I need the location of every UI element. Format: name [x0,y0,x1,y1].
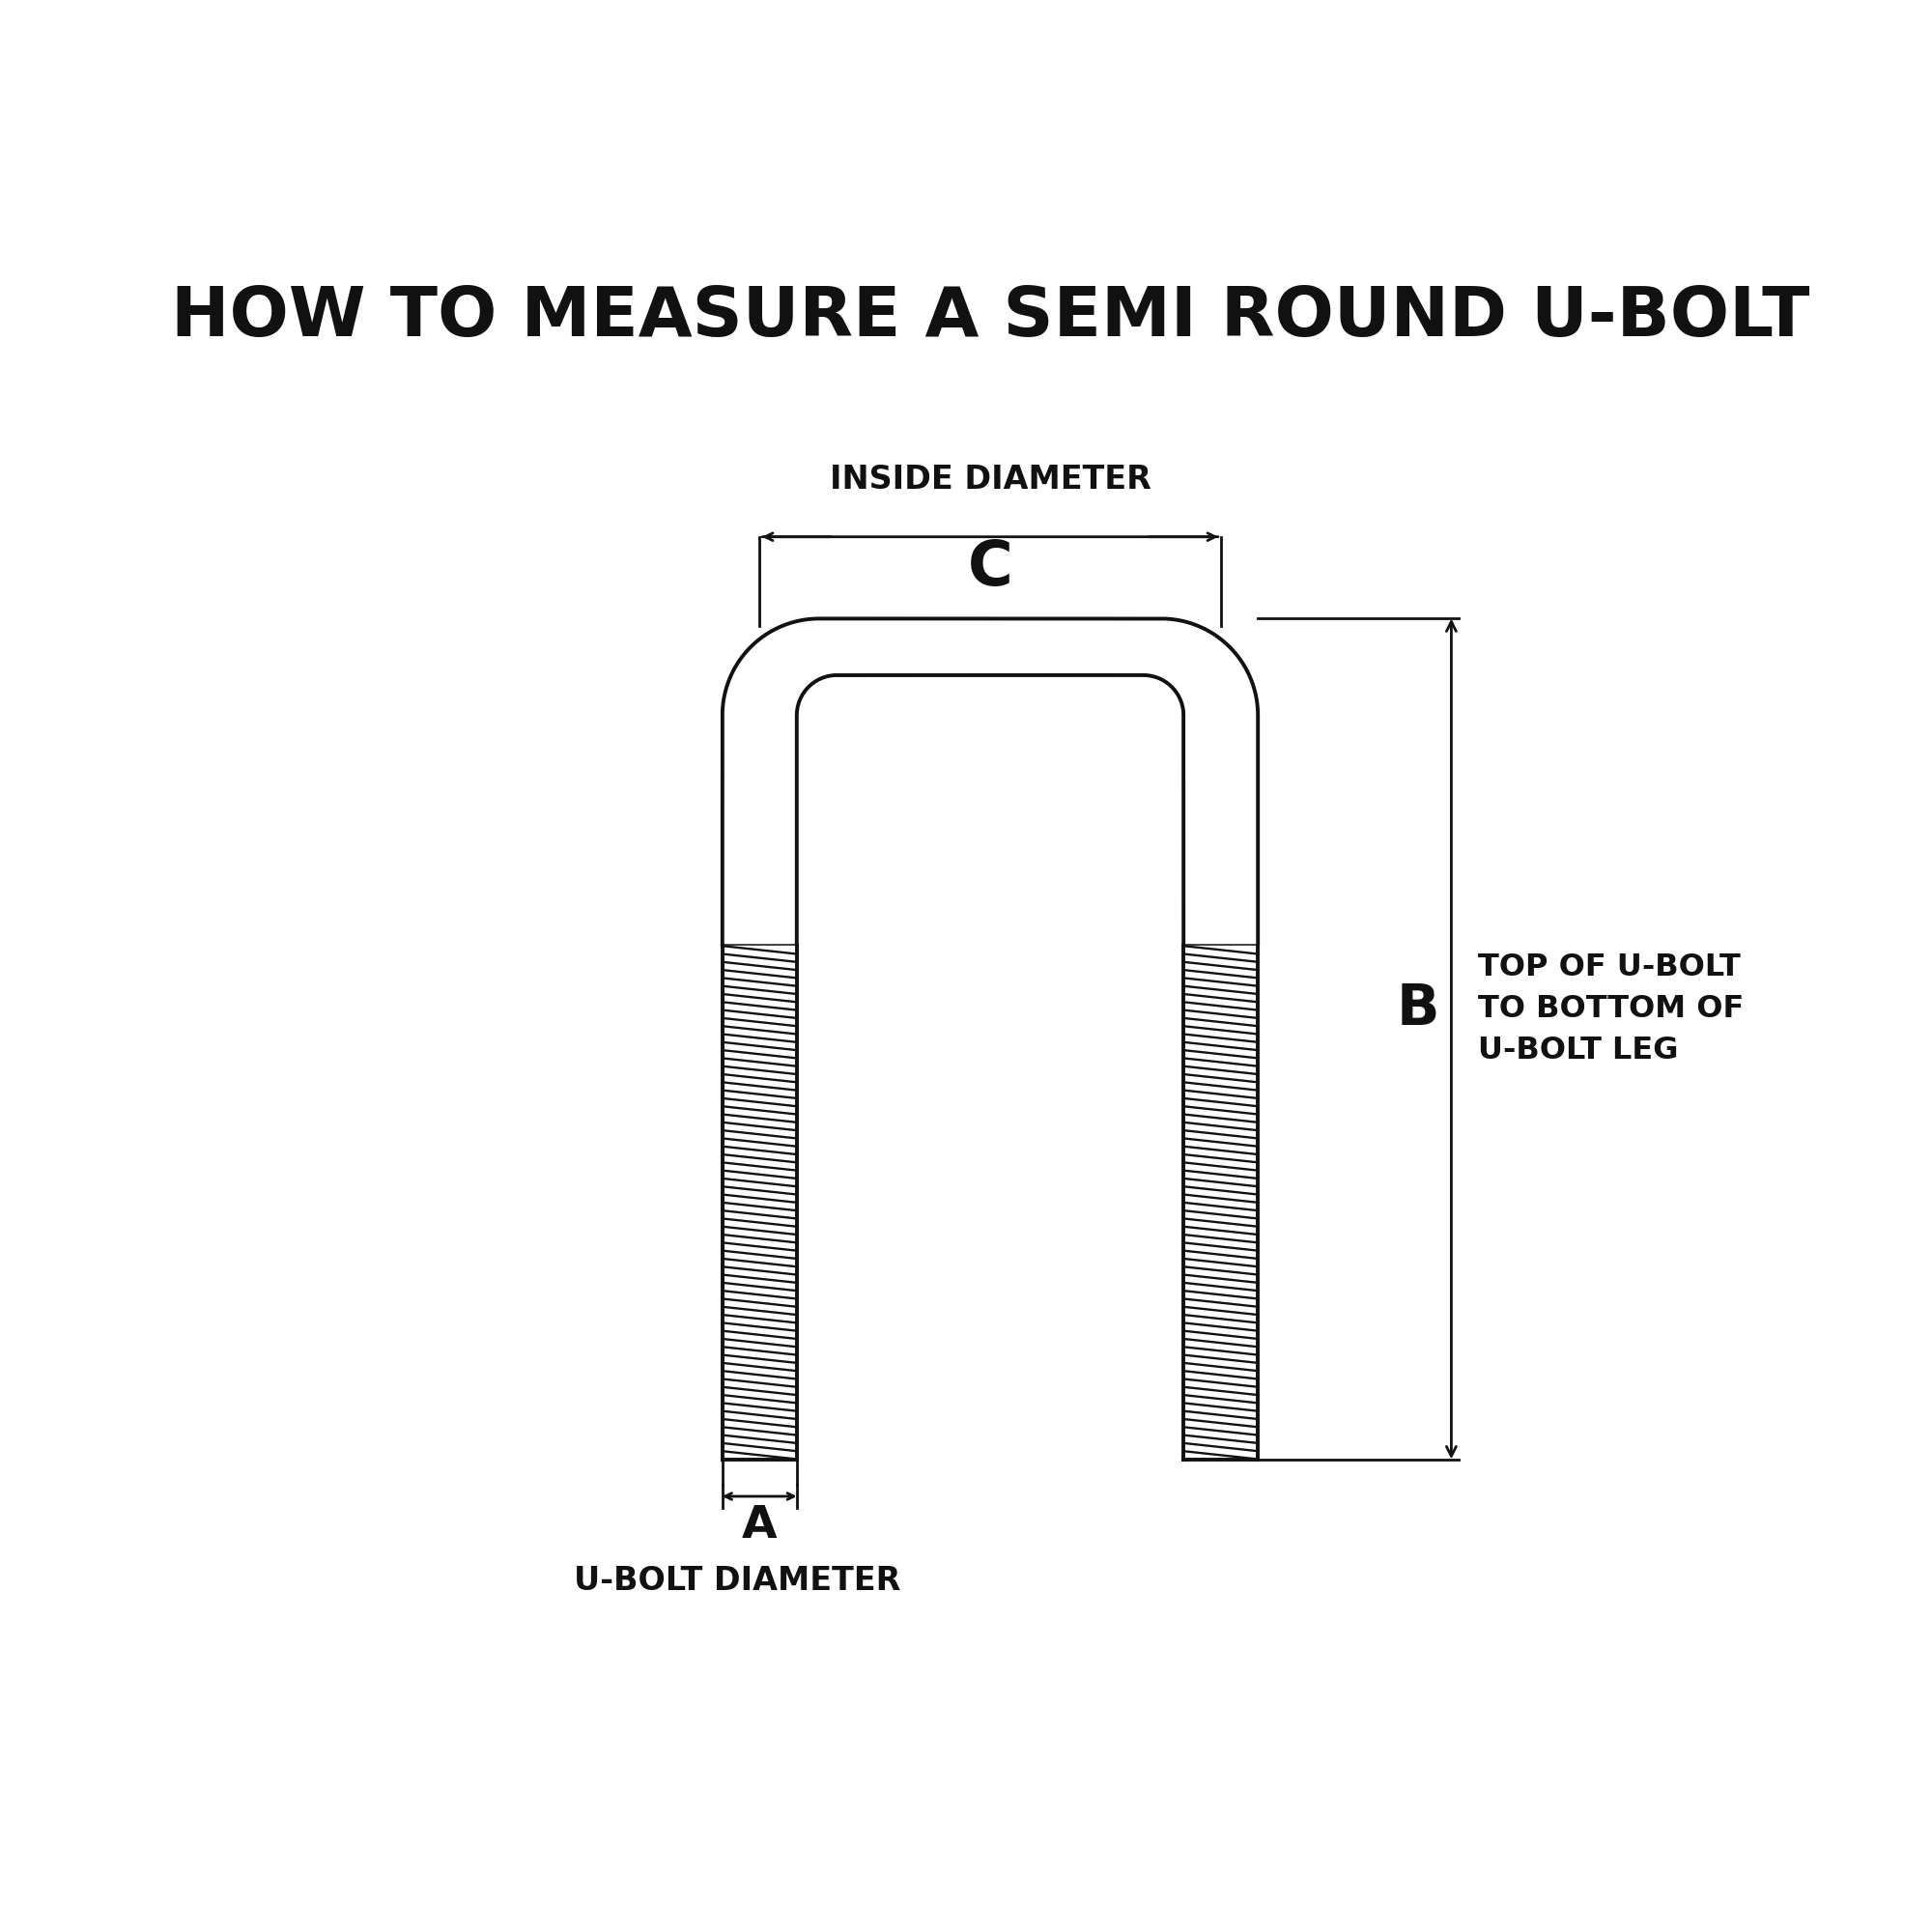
Polygon shape [723,947,796,1459]
Polygon shape [1184,947,1258,1459]
Text: B: B [1397,981,1439,1037]
Text: INSIDE DIAMETER: INSIDE DIAMETER [829,464,1151,495]
Polygon shape [723,618,1258,947]
Text: C: C [968,539,1012,599]
Text: U-BOLT DIAMETER: U-BOLT DIAMETER [574,1565,900,1596]
Text: A: A [742,1503,777,1548]
Text: TOP OF U-BOLT
TO BOTTOM OF
U-BOLT LEG: TOP OF U-BOLT TO BOTTOM OF U-BOLT LEG [1478,952,1745,1066]
Text: HOW TO MEASURE A SEMI ROUND U-BOLT: HOW TO MEASURE A SEMI ROUND U-BOLT [170,284,1810,350]
